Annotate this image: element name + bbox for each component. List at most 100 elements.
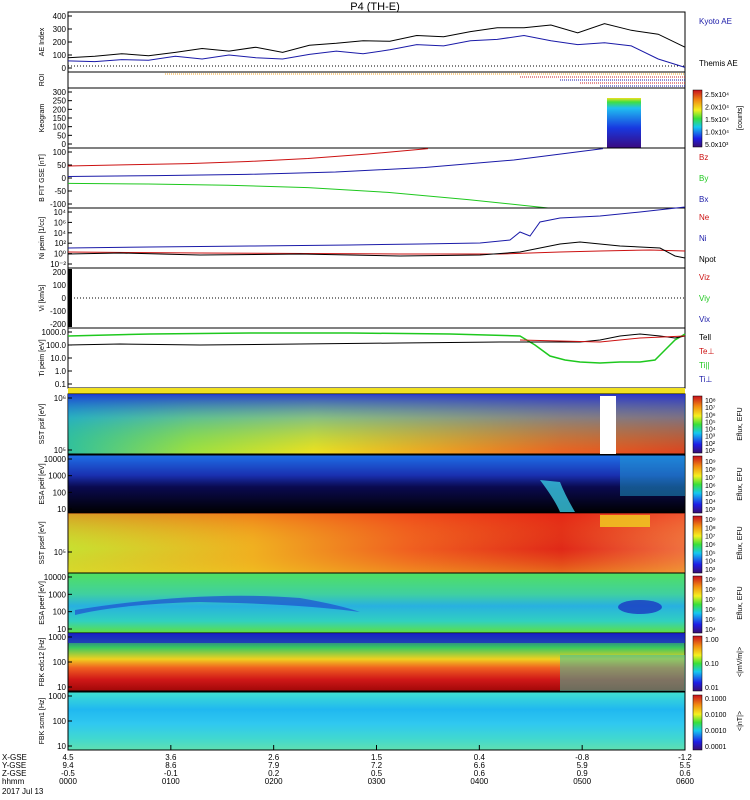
fbk-b-panel <box>67 691 703 751</box>
density-panel <box>67 206 686 269</box>
fbk-b-cbar-tick: 0.0100 <box>705 712 727 719</box>
fbk-b-cbar-tick: 0.1000 <box>705 696 727 703</box>
x-tick-label: 1.5 <box>371 753 383 762</box>
temperature-panel <box>67 327 686 389</box>
x-tick-label: 2.6 <box>268 753 280 762</box>
ne-line <box>67 249 686 255</box>
esa-ion-ytick: 1000 <box>48 472 66 481</box>
sst-electron-ytick: 10⁵ <box>54 548 66 557</box>
x-tick-label: 7.9 <box>268 761 280 770</box>
fbk-b-cbar-label: <|nT|> <box>737 711 744 731</box>
x-tick-label: 7.2 <box>371 761 383 770</box>
keogram-cbar-label: [counts] <box>737 106 744 131</box>
x-tick-label: 3.6 <box>165 753 177 762</box>
themis-ae-line <box>67 23 686 59</box>
x-tick-label: -1.2 <box>678 753 692 762</box>
sst-electron-cbar-tick: 10⁶ <box>705 542 716 549</box>
temperature-ytick: 0.1 <box>55 380 67 389</box>
ae-index-legend-1: Themis AE <box>699 59 738 68</box>
sst-electron-cbar-tick: 10³ <box>705 567 716 574</box>
keogram-cbar-tick: 2.5x10⁴ <box>705 92 729 99</box>
ae-index-panel <box>67 11 686 73</box>
sst-ion-cbar-label: Eflux, EFU <box>737 407 744 440</box>
keogram-ylabel: Keogram <box>39 104 46 133</box>
esa-electron-ytick: 10 <box>57 625 66 634</box>
esa-ion-ylabel: ESA peif [eV] <box>39 463 46 504</box>
density-legend-0: Ne <box>699 213 710 222</box>
fbk-e-ytick: 1000 <box>48 633 66 642</box>
x-tick-label: 0.6 <box>679 769 691 778</box>
velocity-legend-1: Viy <box>699 294 710 303</box>
esa-ion-cbar-tick: 10⁵ <box>705 491 716 498</box>
x-tick-label: 0000 <box>59 777 77 786</box>
page-title: P4 (TH-E) <box>350 1 400 13</box>
sst-electron-cbar-label: Eflux, EFU <box>737 526 744 559</box>
esa-ion-cbar-tick: 10⁴ <box>705 499 716 506</box>
fbk-e-ytick: 10 <box>57 683 66 692</box>
keogram-ytick: 100 <box>53 123 67 132</box>
x-tick-label: -0.1 <box>164 769 178 778</box>
te-perp-line <box>519 335 686 343</box>
esa-electron-ytick: 10000 <box>44 573 67 582</box>
sst-electron-panel <box>67 512 703 574</box>
keogram-cbar-tick: 2.0x10⁴ <box>705 105 729 112</box>
b-field-ytick: 50 <box>57 161 66 170</box>
esa-ion-cbar-label: Eflux, EFU <box>737 467 744 500</box>
velocity-ytick: 200 <box>53 268 67 277</box>
x-tick-label: 0400 <box>470 777 488 786</box>
ae-index-ylabel: AE Index <box>39 27 46 56</box>
temperature-legend-1: Te⊥ <box>699 347 714 356</box>
sst-ion-cbar-tick: 10⁷ <box>705 405 716 412</box>
x-row-label: Z-GSE <box>2 769 26 778</box>
x-tick-label: 0300 <box>368 777 386 786</box>
fbk-e-cbar-tick: 1.00 <box>705 637 719 644</box>
sst-ion-ytick: 10⁵ <box>54 446 66 455</box>
ni-line <box>67 206 686 249</box>
velocity-ytick: 100 <box>53 281 67 290</box>
x-tick-label: 0.6 <box>474 769 486 778</box>
x-tick-label: -0.5 <box>61 769 75 778</box>
esa-ion-ytick: 10 <box>57 505 66 514</box>
sst-ion-ytick: 10⁶ <box>54 394 66 403</box>
by-line <box>67 182 549 209</box>
esa-ion-cbar-tick: 10⁷ <box>705 475 716 482</box>
keogram-ytick: 200 <box>53 105 67 114</box>
fbk-e-cbar-label: <|mV/m|> <box>737 647 744 677</box>
temperature-legend-0: Tell <box>699 333 711 342</box>
esa-ion-cbar-tick: 10⁹ <box>705 459 716 466</box>
esa-electron-cbar-tick: 10⁴ <box>705 627 716 634</box>
density-legend-2: Npot <box>699 255 717 264</box>
esa-electron-panel <box>67 572 703 634</box>
b-field-ylabel: B FIT GSE [nT] <box>39 154 46 202</box>
fbk-b-ytick: 1000 <box>48 692 66 701</box>
esa-electron-ytick: 1000 <box>48 590 66 599</box>
x-tick-label: 9.4 <box>62 761 74 770</box>
sst-ion-ylabel: SST psif [eV] <box>39 404 46 445</box>
temperature-ytick: 100.0 <box>46 341 67 350</box>
sst-electron-cbar-tick: 10⁹ <box>705 517 716 524</box>
npot-line <box>67 241 686 259</box>
density-ytick: 10⁴ <box>54 208 67 217</box>
fbk-b-cbar-tick: 0.0001 <box>705 744 727 751</box>
x-tick-label: 5.5 <box>679 761 691 770</box>
ae-index-ytick: 300 <box>53 25 67 34</box>
keogram-cbar-tick: 1.5x10⁴ <box>705 117 729 124</box>
b-field-legend-2: Bx <box>699 195 708 204</box>
density-ytick: 10⁴ <box>54 229 67 238</box>
esa-ion-cbar-tick: 10⁸ <box>705 467 716 474</box>
velocity-panel <box>67 267 686 329</box>
esa-electron-cbar-tick: 10⁹ <box>705 577 716 584</box>
keogram-ytick: 300 <box>53 88 67 97</box>
kyoto-ae-line <box>67 34 686 68</box>
esa-ion-panel <box>67 454 703 514</box>
temperature-legend-3: Ti⊥ <box>699 375 712 384</box>
keogram-colorbar <box>692 89 703 148</box>
b-field-ytick: -50 <box>54 187 66 196</box>
keogram-ytick: 250 <box>53 97 67 106</box>
x-row-label: Y-GSE <box>2 761 26 770</box>
sst-electron-cbar-tick: 10⁸ <box>705 525 716 532</box>
esa-electron-cbar-tick: 10⁸ <box>705 587 716 594</box>
keogram-image <box>607 98 641 148</box>
density-ylabel: Ni peim [1/cc] <box>39 217 46 259</box>
